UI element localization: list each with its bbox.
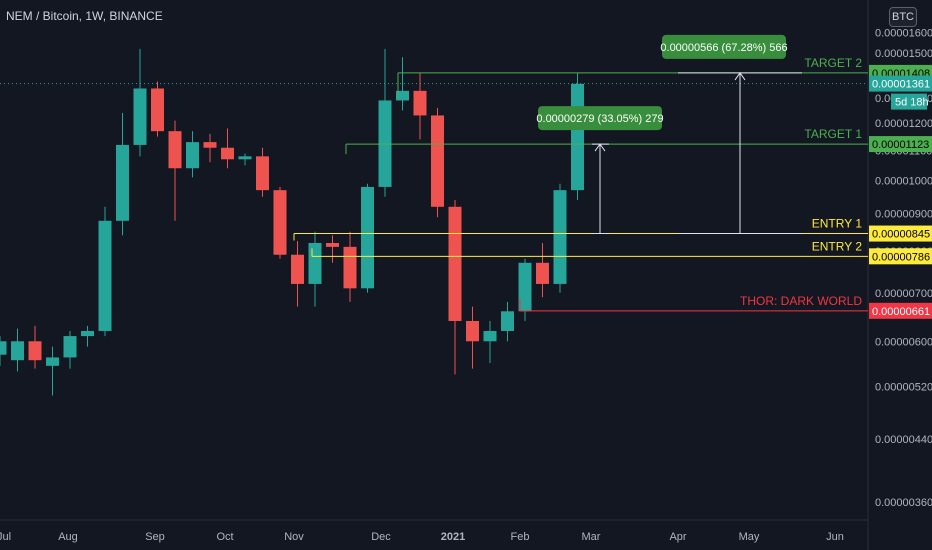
candles	[0, 48, 584, 396]
x-tick-label: Dec	[371, 531, 391, 543]
x-tick-label: Aug	[58, 531, 78, 543]
x-tick-label: Apr	[669, 531, 686, 543]
candle-body	[361, 186, 374, 289]
axis-price-box	[869, 302, 932, 319]
measure-arrowhead	[594, 143, 606, 152]
x-tick-label: Feb	[511, 531, 530, 543]
candle-body	[11, 341, 24, 361]
x-tick-label: Jun	[826, 531, 844, 543]
currency-badge[interactable]: BTC	[889, 7, 917, 27]
candle-body	[81, 330, 94, 337]
candle-body	[98, 220, 112, 331]
current-price-box	[869, 75, 932, 92]
candle-body	[133, 88, 147, 145]
x-tick-label: Jul	[0, 531, 11, 543]
level-label: ENTRY 2	[812, 239, 863, 253]
candle-body	[168, 131, 182, 169]
candle-body	[238, 156, 252, 160]
candle-body	[0, 341, 7, 355]
measure-box	[538, 106, 662, 131]
y-tick-label: 0.00000600	[875, 336, 932, 348]
candle-body	[448, 206, 462, 321]
candle-body	[308, 243, 322, 284]
x-tick-label: Oct	[216, 531, 233, 543]
y-tick-label: 0.00001500	[875, 48, 932, 60]
candle-body	[396, 90, 409, 101]
countdown-box	[891, 93, 927, 110]
candle-body	[553, 190, 567, 284]
axis-price-box	[869, 136, 932, 153]
candle-body	[63, 336, 77, 358]
x-tick-label: 2021	[441, 531, 465, 543]
axis-price-label: 0.00000845	[872, 229, 930, 241]
current-price-label: 0.00001361	[872, 79, 930, 91]
level-label: ENTRY 1	[812, 217, 863, 231]
candle-body	[536, 262, 549, 284]
y-tick-label: 0.00000700	[875, 288, 932, 300]
candle-body	[116, 144, 129, 221]
candle-body	[518, 262, 532, 312]
measure-box	[662, 34, 786, 59]
candle-body	[186, 142, 199, 169]
candle-body	[46, 357, 59, 366]
candle-body	[221, 147, 234, 160]
x-tick-label: Mar	[582, 531, 601, 543]
candle-body	[483, 330, 497, 342]
axis-price-box	[869, 248, 932, 265]
level-label: TARGET 1	[804, 127, 862, 141]
candle-body	[571, 83, 584, 191]
measure-arrowhead	[734, 72, 746, 81]
y-tick-label: 0.00000900	[875, 209, 932, 221]
level-label: TARGET 2	[804, 56, 862, 70]
level-label: THOR: DARK WORLD	[740, 294, 862, 308]
candle-body	[28, 341, 42, 361]
axis-price-label: 0.00001123	[872, 139, 929, 151]
axis-price-label: 0.00000786	[872, 251, 930, 263]
measure-label: 0.00000279 (33.05%) 279	[536, 113, 663, 125]
axis-price-box	[869, 225, 932, 242]
candle-body	[501, 311, 514, 331]
y-tick-label: 0.00001200	[875, 118, 932, 130]
x-tick-label: May	[739, 531, 760, 543]
x-tick-label: Nov	[284, 531, 304, 543]
axis-price-label: 0.00000661	[872, 306, 930, 318]
x-tick-label: Sep	[145, 531, 165, 543]
candle-body	[326, 243, 339, 247]
candle-body	[343, 246, 357, 289]
candle-body	[203, 142, 217, 148]
candle-body	[151, 88, 164, 132]
candle-body	[291, 254, 304, 284]
y-tick-label: 0.00000520	[875, 381, 932, 393]
candle-body	[256, 156, 269, 191]
measure-label: 0.00000566 (67.28%) 566	[660, 42, 787, 54]
candle-body	[431, 115, 444, 207]
y-tick-label: 0.00000360	[875, 497, 932, 509]
y-tick-label: 0.00001600	[875, 28, 932, 40]
y-tick-label: 0.00001000	[875, 176, 932, 188]
candle-body	[466, 320, 479, 342]
candle-body	[273, 190, 287, 255]
chart-header: NEM / Bitcoin, 1W, BINANCE	[6, 9, 163, 23]
y-tick-label: 0.00000440	[875, 434, 932, 446]
countdown-label: 5d 18h	[895, 97, 929, 109]
candle-body	[413, 90, 427, 116]
